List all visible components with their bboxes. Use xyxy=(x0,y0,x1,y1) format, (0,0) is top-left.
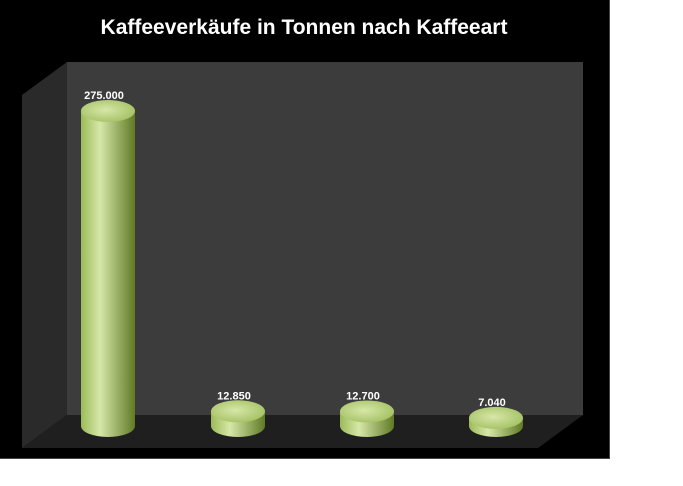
bar-r-stkaffee xyxy=(81,111,135,437)
bar-top-mixgetr-nke xyxy=(469,406,523,429)
chart-area: Kaffeeverkäufe in Tonnen nach Kaffeeart … xyxy=(0,0,610,459)
cylinder-bar-chart: Kaffeeverkäufe in Tonnen nach Kaffeeart … xyxy=(22,16,583,448)
bar-top-r-stkaffee xyxy=(81,100,135,122)
bar-top-l-slicher-kaffee xyxy=(211,400,265,423)
bar-top-kaffeekapseln xyxy=(340,400,394,423)
value-label-mixgetr-nke: 7.040 xyxy=(478,397,506,409)
back-wall xyxy=(67,62,583,415)
side-wall xyxy=(22,62,67,448)
value-label-kaffeekapseln: 12.700 xyxy=(346,390,380,402)
floor xyxy=(22,415,583,448)
value-label-r-stkaffee: 275.000 xyxy=(84,90,124,102)
chart-title: Kaffeeverkäufe in Tonnen nach Kaffeeart xyxy=(101,16,508,39)
value-label-l-slicher-kaffee: 12.850 xyxy=(217,390,251,402)
data-marks: 275.000Röstkaffee12.850löslicher Kaffee1… xyxy=(81,90,523,437)
